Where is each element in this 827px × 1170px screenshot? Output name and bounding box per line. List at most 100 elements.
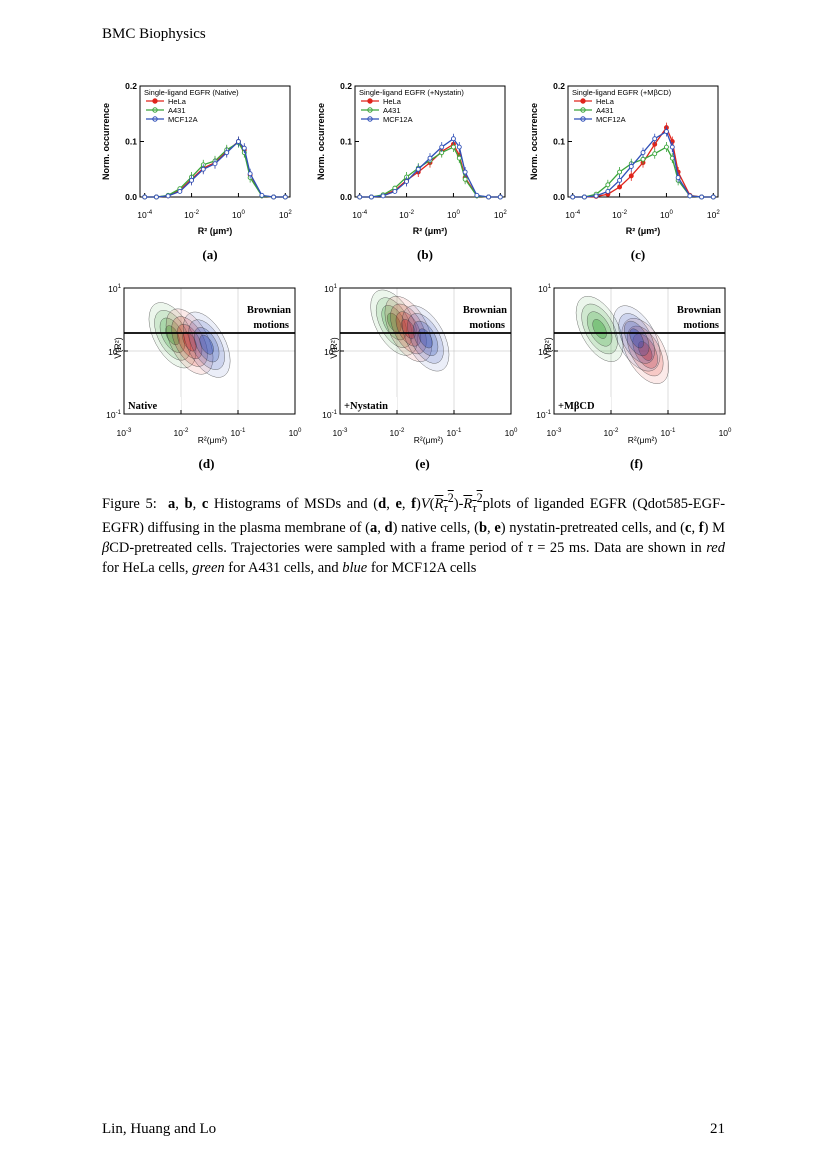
x-tick-label: 10-3 bbox=[117, 427, 133, 438]
contour-panel-d: Brownian motions Native 101 100 10-1 10-3 10-2 1… bbox=[106, 283, 302, 471]
data-point bbox=[675, 175, 681, 181]
data-point bbox=[652, 136, 658, 142]
legend-marker bbox=[152, 98, 158, 104]
y-axis-label: Norm. occurrence bbox=[316, 103, 326, 180]
condition-label: Native bbox=[128, 401, 157, 412]
series-line bbox=[359, 137, 501, 198]
data-point bbox=[663, 144, 669, 150]
plot-frame bbox=[139, 85, 291, 198]
y-axis-label: Norm. occurrence bbox=[529, 103, 539, 180]
data-point bbox=[189, 177, 195, 183]
data-point bbox=[497, 194, 503, 200]
panel-letter: (c) bbox=[631, 247, 645, 262]
data-point bbox=[380, 193, 386, 199]
legend-label: MCF12A bbox=[168, 115, 198, 124]
contour-level bbox=[194, 327, 220, 363]
contour-level bbox=[199, 334, 214, 355]
contour-level bbox=[376, 297, 413, 348]
y-tick-label: 0.2 bbox=[125, 81, 137, 91]
data-point bbox=[165, 193, 171, 199]
y-tick-label: 100 bbox=[324, 346, 337, 357]
y-axis-label: Norm. occurrence bbox=[101, 103, 111, 180]
x-tick-label: 10-2 bbox=[399, 209, 415, 220]
contour-cloud bbox=[554, 288, 725, 414]
legend-marker bbox=[580, 98, 586, 104]
series-line bbox=[144, 141, 286, 198]
y-tick-label: 100 bbox=[108, 346, 121, 357]
data-point bbox=[581, 194, 587, 200]
y-axis-label: V(R²) bbox=[329, 337, 339, 359]
panel-letter: (d) bbox=[199, 456, 215, 471]
data-point bbox=[617, 184, 623, 190]
x-axis-label: R²(μm²) bbox=[628, 435, 658, 445]
x-tick-label: 10-1 bbox=[661, 427, 677, 438]
x-tick-label: 10-2 bbox=[604, 427, 620, 438]
legend-marker bbox=[152, 107, 158, 113]
legend-label: HeLa bbox=[168, 97, 187, 106]
legend-label: MCF12A bbox=[596, 115, 626, 124]
x-axis-label: R²(μm²) bbox=[414, 435, 444, 445]
legend-marker bbox=[367, 116, 373, 122]
series-line bbox=[144, 140, 286, 198]
data-point bbox=[177, 188, 183, 194]
x-tick-label: 100 bbox=[719, 427, 732, 438]
series-line bbox=[144, 140, 286, 198]
x-tick-label: 10-1 bbox=[231, 427, 247, 438]
legend-marker bbox=[152, 116, 158, 122]
data-point bbox=[710, 194, 716, 200]
contour-level bbox=[154, 310, 191, 361]
y-tick-label: 0.0 bbox=[340, 192, 352, 202]
data-point bbox=[247, 171, 253, 177]
panel-letter: (e) bbox=[415, 456, 429, 471]
figure-caption: Figure 5: a, b, c Histograms of MSDs and… bbox=[102, 491, 726, 576]
data-point bbox=[628, 164, 634, 169]
brownian-label: motions bbox=[683, 320, 719, 331]
contour-level bbox=[401, 305, 450, 372]
series-line bbox=[359, 143, 501, 198]
contour-level bbox=[575, 296, 624, 362]
x-tick-label: 102 bbox=[707, 209, 720, 220]
data-point bbox=[200, 166, 206, 172]
condition-label-bg bbox=[341, 397, 397, 412]
y-tick-label: 0.2 bbox=[340, 81, 352, 91]
data-point bbox=[462, 169, 468, 175]
panel-letter: (a) bbox=[202, 247, 217, 262]
brownian-label: Brownian bbox=[247, 305, 291, 316]
panel-letter: (f) bbox=[630, 456, 643, 471]
data-point bbox=[699, 194, 705, 200]
legend-marker bbox=[367, 98, 373, 104]
data-point bbox=[427, 155, 433, 161]
x-tick-label: 10-2 bbox=[184, 209, 200, 220]
contour-level bbox=[384, 296, 433, 362]
data-point bbox=[640, 156, 646, 162]
panel-letter: (b) bbox=[417, 247, 433, 262]
y-tick-label: 0.0 bbox=[125, 192, 137, 202]
data-point bbox=[235, 139, 241, 144]
journal-header: BMC Biophysics bbox=[102, 26, 206, 42]
data-point bbox=[224, 150, 230, 156]
y-axis-label: V(R²) bbox=[113, 337, 123, 359]
legend-marker bbox=[580, 107, 586, 113]
data-point bbox=[404, 179, 410, 184]
page-number: 21 bbox=[710, 1121, 725, 1137]
x-tick-label: 10-2 bbox=[174, 427, 190, 438]
data-point bbox=[456, 144, 462, 150]
x-tick-label: 10-4 bbox=[565, 209, 581, 220]
data-point bbox=[392, 188, 398, 194]
data-point bbox=[663, 129, 669, 134]
contour-level bbox=[387, 312, 402, 333]
y-tick-label: 0.0 bbox=[553, 192, 565, 202]
y-axis-label: V(R²) bbox=[543, 337, 553, 359]
x-tick-label: 10-2 bbox=[612, 209, 628, 220]
data-point bbox=[241, 145, 247, 151]
x-tick-label: 10-3 bbox=[333, 427, 349, 438]
contour-panel-f: Brownian motions +MβCD 101 100 10-1 10-3 10-2 10… bbox=[536, 283, 732, 471]
brownian-label: Brownian bbox=[677, 305, 721, 316]
data-point bbox=[593, 193, 599, 199]
y-tick-label: 10-1 bbox=[322, 409, 338, 420]
brownian-label: motions bbox=[253, 320, 289, 331]
y-tick-label: 100 bbox=[538, 346, 551, 357]
contour-level bbox=[182, 311, 231, 378]
data-point bbox=[617, 169, 623, 175]
condition-label-bg bbox=[125, 397, 181, 412]
